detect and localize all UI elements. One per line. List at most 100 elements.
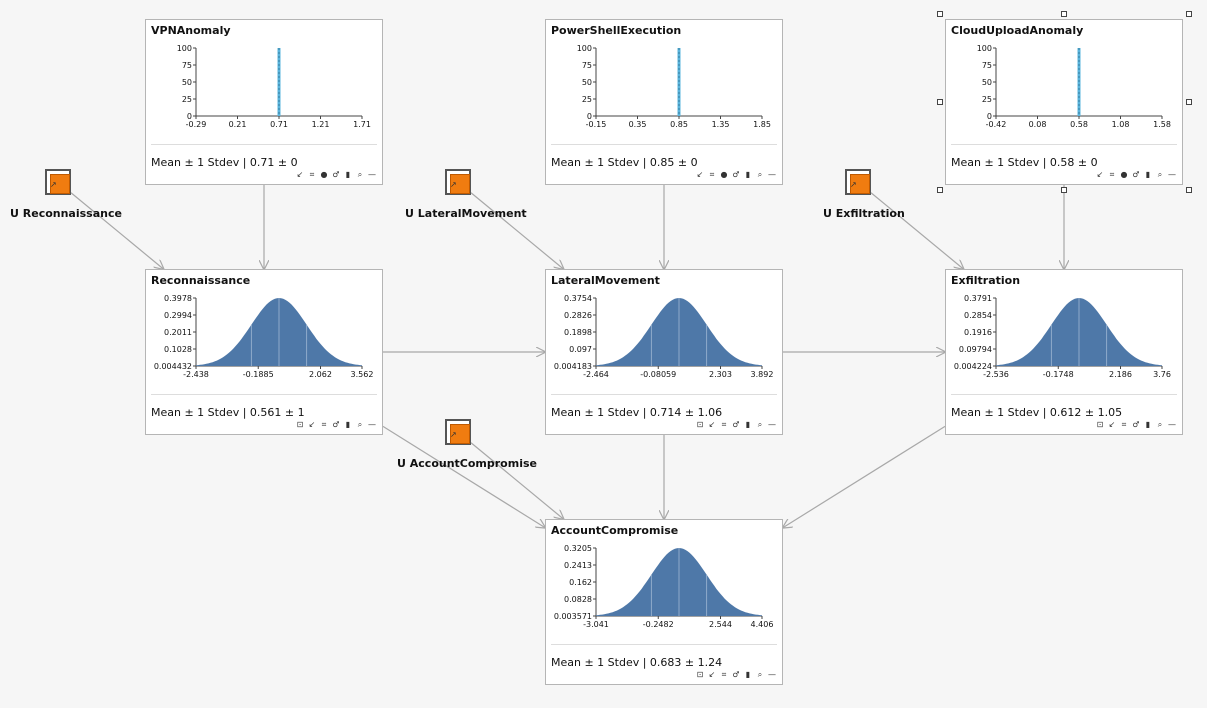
toolbar-icon[interactable]: — [1168, 170, 1176, 179]
toolbar-icon[interactable]: ⊡ [1096, 420, 1104, 429]
selection-handle[interactable] [1186, 187, 1192, 193]
toolbar-icon[interactable]: ▮ [745, 420, 751, 429]
selection-handle[interactable] [937, 99, 943, 105]
edge-exfil-to-account [783, 425, 946, 527]
y-tick-label: 0.3205 [564, 544, 592, 553]
x-tick-label: 2.544 [709, 620, 732, 629]
toolbar-icon[interactable]: ● [1120, 170, 1128, 179]
toolbar-icon[interactable]: — [768, 420, 776, 429]
toolbar-icon[interactable]: ♂ [732, 420, 740, 429]
toolbar-icon[interactable]: ▮ [345, 420, 351, 429]
y-tick-label: 100 [977, 44, 992, 53]
toolbar-icon[interactable]: ⊡ [696, 420, 704, 429]
toolbar-icon[interactable]: ♂ [332, 170, 340, 179]
toolbar-icon[interactable]: ♂ [1132, 420, 1140, 429]
toolbar-icon[interactable]: ⌕ [357, 170, 363, 179]
toolbar-icon[interactable]: — [768, 670, 776, 679]
toolbar-icon[interactable]: ⌕ [357, 420, 363, 429]
y-tick-label: 0.2011 [164, 328, 192, 337]
y-tick-label: 25 [182, 95, 192, 104]
toolbar-icon[interactable]: ▮ [1145, 170, 1151, 179]
mean-stdev-text: Mean ± 1 Stdev | 0.714 ± 1.06 [551, 406, 723, 419]
y-tick-label: 0 [587, 112, 592, 121]
x-tick-label: 0.58 [1070, 120, 1088, 129]
y-tick-label: 0.097 [569, 345, 592, 354]
toolbar-icon[interactable]: ● [720, 170, 728, 179]
u-node-label: U Exfiltration [823, 207, 905, 220]
toolbar-icon[interactable]: ↙ [708, 420, 716, 429]
toolbar-icon[interactable]: ⌗ [721, 420, 727, 429]
node-reconnaissance[interactable]: Reconnaissance 0.3978 0.2994 0.2011 0.1028 0… [145, 269, 383, 435]
toolbar-icon[interactable]: ♂ [732, 670, 740, 679]
uncertainty-node-icon[interactable]: ↗ [45, 169, 71, 195]
toolbar-icon[interactable]: ▮ [745, 170, 751, 179]
toolbar-icon[interactable]: ↙ [1108, 420, 1116, 429]
x-tick-label: 0.71 [270, 120, 288, 129]
node-exfiltration[interactable]: Exfiltration 0.3791 0.2854 0.1916 0.09794 0.… [945, 269, 1183, 435]
toolbar-icon[interactable]: ⌕ [757, 420, 763, 429]
toolbar-icon[interactable]: ▮ [745, 670, 751, 679]
divider [551, 144, 777, 145]
y-tick-label: 50 [582, 78, 592, 87]
selection-handle[interactable] [1061, 11, 1067, 17]
toolbar-icon[interactable]: ♂ [732, 170, 740, 179]
toolbar-icon[interactable]: ♂ [332, 420, 340, 429]
toolbar-icon[interactable]: ♂ [1132, 170, 1140, 179]
toolbar-icon[interactable]: ↙ [308, 420, 316, 429]
toolbar-icon[interactable]: — [1168, 420, 1176, 429]
toolbar-icon[interactable]: ⌗ [709, 170, 715, 179]
node-powershell-execution[interactable]: PowerShellExecution 100 75 50 25 0 -0.15 0.35 0… [545, 19, 783, 185]
node-toolbar: ↙ ⌗ ● ♂ ▮ ⌕ — [696, 170, 776, 180]
toolbar-icon[interactable]: ↙ [696, 170, 704, 179]
y-tick-label: 0.1028 [164, 345, 192, 354]
toolbar-icon[interactable]: ▮ [345, 170, 351, 179]
selection-handle[interactable] [937, 187, 943, 193]
node-title: PowerShellExecution [551, 24, 682, 37]
toolbar-icon[interactable]: ● [320, 170, 328, 179]
node-lateral-movement[interactable]: LateralMovement 0.3754 0.2826 0.1898 0.097 0… [545, 269, 783, 435]
y-tick-label: 0.2413 [564, 561, 592, 570]
toolbar-icon[interactable]: ↙ [1096, 170, 1104, 179]
toolbar-icon[interactable]: ⌗ [1121, 420, 1127, 429]
x-tick-label: 2.303 [709, 370, 732, 379]
uncertainty-node-icon[interactable]: ↗ [445, 169, 471, 195]
toolbar-icon[interactable]: — [768, 170, 776, 179]
toolbar-icon[interactable]: ⌕ [757, 670, 763, 679]
node-cloud-upload-anomaly[interactable]: CloudUploadAnomaly 100 75 50 25 0 -0.42 0.08 0.… [945, 19, 1183, 185]
uncertainty-node-icon[interactable]: ↗ [445, 419, 471, 445]
edge-u-exfil-to-exfil [870, 192, 963, 269]
node-vpn-anomaly[interactable]: VPNAnomaly 100 75 50 25 0 -0.29 0.21 0.71 1.21 1.… [145, 19, 383, 185]
y-tick-label: 100 [177, 44, 192, 53]
toolbar-icon[interactable]: — [368, 170, 376, 179]
selection-handle[interactable] [1186, 99, 1192, 105]
selection-handle[interactable] [937, 11, 943, 17]
x-tick-label: -2.438 [183, 370, 209, 379]
toolbar-icon[interactable]: ↙ [296, 170, 304, 179]
toolbar-icon[interactable]: ⌗ [721, 670, 727, 679]
node-account-compromise[interactable]: AccountCompromise 0.3205 0.2413 0.162 0.082… [545, 519, 783, 685]
x-tick-label: 2.062 [309, 370, 332, 379]
x-tick-label: 1.71 [353, 120, 371, 129]
toolbar-icon[interactable]: — [368, 420, 376, 429]
toolbar-icon[interactable]: ⌗ [309, 170, 315, 179]
node-toolbar: ↙ ⌗ ● ♂ ▮ ⌕ — [1096, 170, 1176, 180]
node-chart: 0.3791 0.2854 0.1916 0.09794 0.004224-2.536 -… [954, 294, 1171, 379]
toolbar-icon[interactable]: ⌕ [757, 170, 763, 179]
toolbar-icon[interactable]: ↙ [708, 670, 716, 679]
toolbar-icon[interactable]: ▮ [1145, 420, 1151, 429]
uncertainty-node-icon[interactable]: ↗ [845, 169, 871, 195]
shortcut-arrow-icon: ↗ [450, 430, 457, 439]
x-tick-label: -2.464 [583, 370, 609, 379]
toolbar-icon[interactable]: ⌕ [1157, 420, 1163, 429]
toolbar-icon[interactable]: ⌗ [321, 420, 327, 429]
toolbar-icon[interactable]: ⊡ [696, 670, 704, 679]
x-tick-label: 4.406 [751, 620, 774, 629]
y-tick-label: 0.0828 [564, 595, 592, 604]
selection-handle[interactable] [1186, 11, 1192, 17]
toolbar-icon[interactable]: ⌕ [1157, 170, 1163, 179]
node-title: Exfiltration [951, 274, 1021, 287]
selection-handle[interactable] [1061, 187, 1067, 193]
edge-u-account-to-account [470, 442, 563, 519]
toolbar-icon[interactable]: ⊡ [296, 420, 304, 429]
toolbar-icon[interactable]: ⌗ [1109, 170, 1115, 179]
